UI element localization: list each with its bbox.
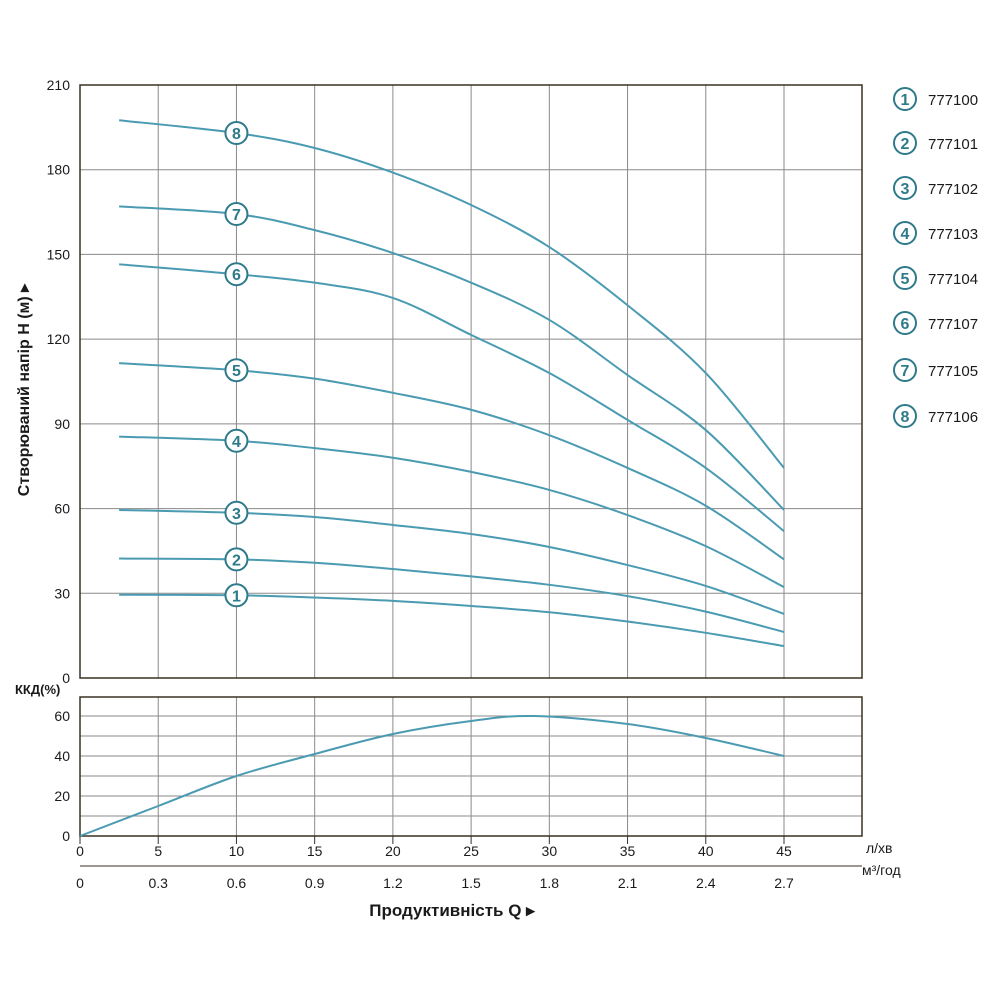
x2-tick-label: 0.3	[148, 875, 168, 891]
legend-entry: 777106	[928, 409, 978, 426]
y-tick-label: 210	[47, 77, 71, 93]
legend-marker-label: 5	[901, 271, 910, 288]
curve-777102	[119, 508, 785, 615]
x-tick-label: 35	[620, 843, 636, 859]
x-tick-label: 0	[76, 843, 84, 859]
x-tick-label: 30	[542, 843, 558, 859]
curve-marker-label: 4	[232, 434, 241, 451]
legend-marker-label: 1	[901, 92, 910, 109]
x-unit-label: л/хв	[866, 840, 893, 856]
legend-entry: 777103	[928, 226, 978, 243]
x2-tick-label: 1.5	[461, 875, 481, 891]
legend-marker-circle	[893, 221, 917, 245]
curve-marker-circle	[224, 262, 249, 287]
y-axis-label: Створюваний напір H (м) ▸	[16, 283, 33, 496]
x-tick-label: 40	[698, 843, 714, 859]
legend-entry: 777104	[928, 271, 978, 288]
x2-tick-label: 1.2	[383, 875, 403, 891]
x2-tick-label: 2.4	[696, 875, 716, 891]
x-tick-label: 45	[776, 843, 792, 859]
x2-tick-label: 0.6	[227, 875, 247, 891]
curve-777107	[119, 263, 785, 532]
curve-marker-label: 1	[232, 588, 241, 605]
curve-marker-circle	[224, 202, 249, 227]
y-tick-label: 20	[54, 788, 70, 804]
x-tick-label: 25	[463, 843, 479, 859]
x2-tick-label: 2.7	[774, 875, 794, 891]
legend-entry: 777102	[928, 181, 978, 198]
y-tick-label: 30	[54, 585, 70, 601]
legend-marker-label: 3	[901, 181, 910, 198]
legend-marker-label: 2	[901, 136, 910, 153]
curve-marker-circle	[224, 358, 249, 383]
y-tick-label: 120	[47, 331, 71, 347]
x-tick-label: 15	[307, 843, 323, 859]
legend-marker-label: 6	[901, 316, 910, 333]
curve-marker-label: 6	[232, 267, 241, 284]
curve-marker-circle	[224, 583, 249, 608]
curve-777105	[119, 205, 785, 511]
x2-tick-label: 2.1	[618, 875, 638, 891]
legend-marker-label: 7	[901, 363, 910, 380]
curve-marker-circle	[224, 428, 249, 453]
efficiency-curve	[79, 714, 785, 837]
y-tick-label: 0	[62, 670, 70, 686]
legend-marker-circle	[893, 358, 917, 382]
curve-marker-label: 8	[232, 126, 241, 143]
curve-marker-circle	[224, 500, 249, 525]
curve-777106	[119, 119, 785, 469]
x2-tick-label: 1.8	[540, 875, 560, 891]
efficiency-axis-label: ККД(%)	[15, 682, 60, 697]
x2-tick-label: 0.9	[305, 875, 325, 891]
legend-entry: 777100	[928, 92, 978, 109]
curve-777100	[119, 593, 785, 648]
curve-marker-circle	[224, 121, 249, 146]
legend-entry: 777101	[928, 136, 978, 153]
x-axis-label: Продуктивність Q ▸	[369, 901, 536, 920]
legend-marker-circle	[893, 404, 917, 428]
legend-marker-label: 8	[901, 409, 910, 426]
x-tick-label: 5	[154, 843, 162, 859]
legend-entry: 777107	[928, 316, 978, 333]
curve-marker-label: 2	[232, 552, 241, 569]
legend-marker-circle	[893, 131, 917, 155]
curve-777103	[119, 435, 785, 588]
y-tick-label: 150	[47, 246, 71, 262]
y-tick-label: 180	[47, 162, 71, 178]
y-tick-label: 0	[62, 828, 70, 844]
curve-marker-label: 5	[232, 363, 241, 380]
y-tick-label: 40	[54, 748, 70, 764]
y-tick-label: 60	[54, 708, 70, 724]
curve-marker-label: 3	[232, 506, 241, 523]
legend-marker-circle	[893, 266, 917, 290]
legend-marker-circle	[893, 87, 917, 111]
curve-marker-circle	[224, 547, 249, 572]
x-tick-label: 20	[385, 843, 401, 859]
y-tick-label: 60	[54, 501, 70, 517]
legend-entry: 777105	[928, 363, 978, 380]
x2-unit-label: м³/год	[862, 862, 901, 878]
y-tick-label: 90	[54, 416, 70, 432]
curve-marker-label: 7	[232, 207, 241, 224]
legend-marker-circle	[893, 311, 917, 335]
plot-frame	[79, 84, 863, 679]
x2-tick-label: 0	[76, 875, 84, 891]
x-tick-label: 10	[229, 843, 245, 859]
curve-777104	[119, 362, 785, 561]
legend-marker-circle	[893, 176, 917, 200]
legend-marker-label: 4	[901, 226, 910, 243]
